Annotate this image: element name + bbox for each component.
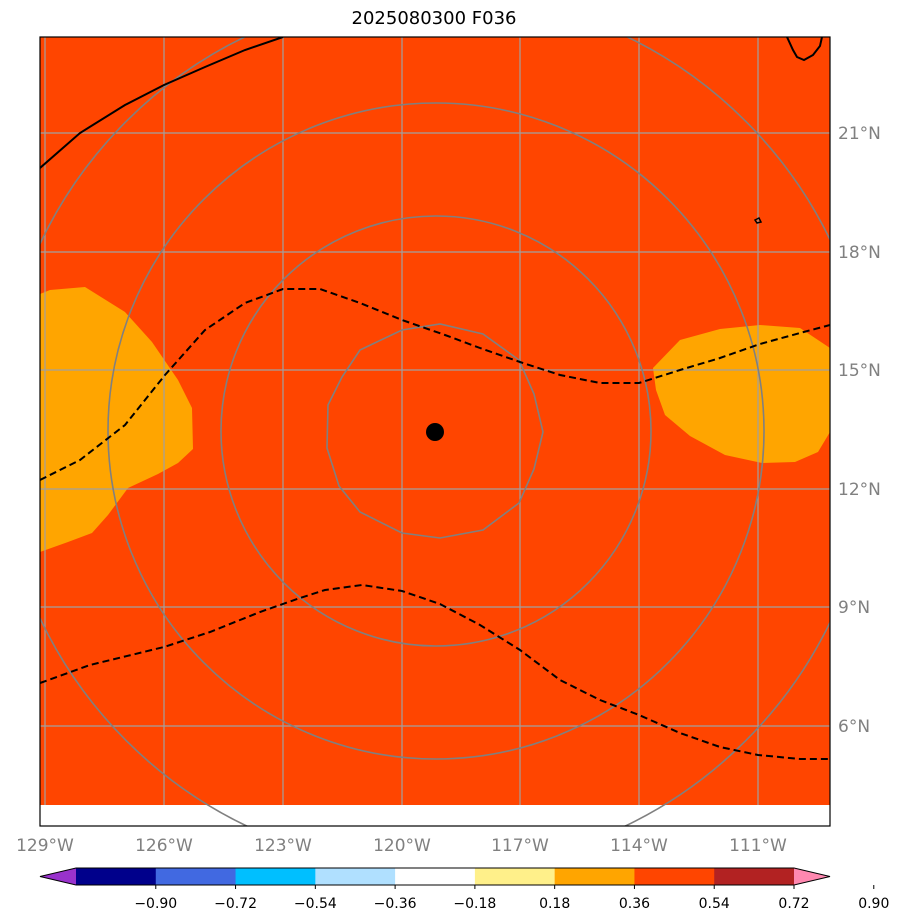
range-ring-3 [107,102,765,760]
colorbar-extend-high [794,868,830,885]
lon-tick-label: 120°W [373,836,431,856]
range-rings [40,37,830,826]
lon-tick-label: 123°W [254,836,312,856]
colorbar-segment [634,868,715,885]
colorbar-outline [39,867,831,886]
lon-tick-label: 129°W [16,836,74,856]
colorbar-segment [554,868,635,885]
range-ring-2 [220,215,652,647]
colorbar-segment [235,868,316,885]
colorbar-tick-label: −0.36 [374,896,417,912]
colorbar-tick-label: −0.72 [214,896,257,912]
colorbar-segment [474,868,556,885]
colorbar-tick-label: −0.90 [134,896,177,912]
dashed-contour-north [40,288,830,481]
map-frame [39,36,831,827]
colorbar-tick-label: 0.18 [539,896,570,912]
no-data-strip [40,805,830,826]
colorbar-segment [714,868,795,885]
lon-tick-label: 126°W [135,836,193,856]
colorbar-segment [395,868,476,885]
colorbar-tick-label: 0.90 [858,896,889,912]
lon-tick-label: 111°W [729,836,787,856]
lat-tick-label: 21°N [838,124,881,144]
coastline-northwest [40,37,284,169]
colorbar-tick-label: −0.54 [294,896,337,912]
center-dot [426,423,444,441]
colorbar-tick-label: −0.18 [453,896,496,912]
map-plot-area [40,37,830,826]
orange-region-west [40,287,193,552]
lat-tick-label: 15°N [838,361,881,381]
dashed-contours [40,288,830,760]
lon-tick-label: 114°W [610,836,668,856]
colorbar-segment [315,868,396,885]
lon-tick-label: 117°W [491,836,549,856]
coastline-island [753,216,763,224]
lat-tick-label: 12°N [838,480,881,500]
colorbar-tick-label: 0.72 [778,896,809,912]
range-ring-1 [326,323,544,539]
coastline-northeast [786,37,823,62]
colorbar-tick-label: 0.36 [619,896,650,912]
colorbar: −0.90 −0.72 −0.54 −0.36 −0.18 0.18 0.36 0.54 0.7… [39,867,889,912]
map-title: 2025080300 F036 [351,8,517,29]
coastlines [40,37,823,224]
dashed-contour-south [40,583,830,760]
orange-region-east [653,325,830,463]
colorbar-extend-low [40,868,76,885]
colorbar-segment [155,868,237,885]
lat-tick-label: 18°N [838,243,881,263]
lat-tick-label: 6°N [838,717,870,737]
lon-tick-labels: 129°W 126°W 123°W 120°W 117°W 114°W 111°W [16,836,787,856]
colorbar-segment [76,868,157,885]
lat-tick-label: 9°N [838,598,870,618]
gridlines [40,37,830,805]
lat-tick-labels: 21°N 18°N 15°N 12°N 9°N 6°N [838,124,881,737]
colorbar-tick-label: 0.54 [699,896,730,912]
